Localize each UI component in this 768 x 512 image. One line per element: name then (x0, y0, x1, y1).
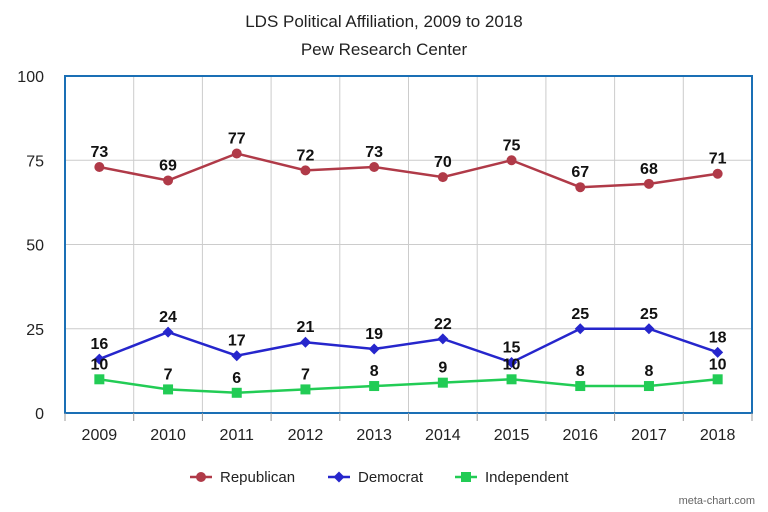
democrat-data-label: 17 (228, 333, 246, 350)
independent-point (369, 381, 380, 392)
independent-point (231, 387, 242, 398)
independent-point (643, 381, 654, 392)
democrat-point (506, 356, 518, 368)
series-group (93, 148, 724, 398)
democrat-data-label: 25 (640, 306, 658, 323)
republican-data-label: 70 (434, 154, 452, 171)
x-tick-label: 2009 (82, 427, 118, 444)
independent-data-label: 8 (576, 363, 585, 380)
democrat-data-label: 24 (159, 309, 177, 326)
democrat-legend-label: Democrat (358, 469, 424, 486)
republican-data-label: 67 (571, 164, 589, 181)
democrat-data-label: 21 (297, 319, 315, 336)
democrat-data-label: 19 (365, 326, 383, 343)
republican-data-label: 73 (90, 144, 108, 161)
democrat-data-label: 18 (709, 329, 727, 346)
credit-text: meta-chart.com (679, 495, 755, 507)
independent-series-line (99, 378, 718, 395)
republican-legend-marker (196, 472, 206, 482)
republican-series-line (99, 152, 718, 189)
republican-data-label: 71 (709, 151, 727, 168)
independent-point (437, 377, 448, 388)
x-tick-label: 2012 (288, 427, 324, 444)
republican-point (231, 148, 242, 159)
independent-data-label: 10 (709, 356, 727, 373)
republican-point (643, 178, 654, 189)
independent-data-label: 10 (503, 356, 521, 373)
republican-data-label: 72 (297, 147, 315, 164)
democrat-point (299, 336, 311, 348)
independent-legend-marker (461, 472, 471, 482)
independent-point (575, 381, 586, 392)
democrat-data-label: 16 (90, 336, 108, 353)
x-tick-label: 2013 (356, 427, 392, 444)
republican-point (163, 175, 174, 186)
independent-point (712, 374, 723, 385)
democrat-data-label: 25 (571, 306, 589, 323)
y-tick-label: 75 (26, 153, 44, 170)
x-tick-label: 2011 (220, 427, 255, 444)
republican-data-label: 68 (640, 161, 658, 178)
y-tick-label: 100 (17, 69, 44, 86)
republican-data-label: 77 (228, 131, 246, 148)
x-tick-label: 2016 (562, 427, 598, 444)
democrat-point (162, 326, 174, 338)
y-tick-label: 50 (26, 238, 44, 255)
republican-point (300, 165, 311, 176)
independent-point (506, 374, 517, 385)
y-tick-label: 25 (26, 322, 44, 339)
republican-point (506, 155, 517, 166)
independent-data-label: 6 (232, 370, 241, 387)
democrat-data-label: 15 (503, 339, 521, 356)
x-tick-label: 2014 (425, 427, 461, 444)
democrat-point (574, 323, 586, 335)
chart-subtitle: Pew Research Center (301, 40, 468, 59)
y-tick-label: 0 (35, 406, 44, 423)
independent-point (163, 384, 174, 395)
democrat-point (712, 346, 724, 358)
independent-data-label: 10 (90, 356, 108, 373)
democrat-point (643, 323, 655, 335)
x-tick-label: 2017 (631, 427, 667, 444)
democrat-point (437, 333, 449, 345)
x-tick-label: 2015 (494, 427, 530, 444)
democrat-legend-marker (333, 471, 345, 483)
republican-point (369, 161, 380, 172)
republican-point (712, 168, 723, 179)
republican-data-label: 75 (503, 137, 521, 154)
independent-data-label: 7 (301, 366, 310, 383)
republican-data-label: 73 (365, 144, 383, 161)
democrat-point (93, 353, 105, 365)
democrat-data-label: 22 (434, 316, 452, 333)
independent-legend-label: Independent (485, 469, 569, 486)
republican-point (94, 161, 105, 172)
axes: 0 25 50 75 100 2009 2010 2011 2012 2013 2014 2015 20… (17, 69, 753, 444)
independent-data-label: 8 (644, 363, 653, 380)
x-tick-label: 2010 (150, 427, 186, 444)
independent-data-label: 8 (370, 363, 379, 380)
independent-point (94, 374, 105, 385)
chart-title: LDS Political Affiliation, 2009 to 2018 (245, 12, 523, 31)
legend: Republican Democrat Independent (190, 469, 569, 486)
republican-legend-label: Republican (220, 469, 295, 486)
democrat-point (368, 343, 380, 355)
democrat-series-line (98, 327, 719, 364)
republican-point (575, 182, 586, 193)
independent-data-label: 9 (438, 360, 447, 377)
republican-point (437, 172, 448, 183)
democrat-point (231, 350, 243, 362)
independent-point (300, 384, 311, 395)
republican-data-label: 69 (159, 157, 177, 174)
x-tick-label: 2018 (700, 427, 736, 444)
independent-data-label: 7 (164, 366, 173, 383)
